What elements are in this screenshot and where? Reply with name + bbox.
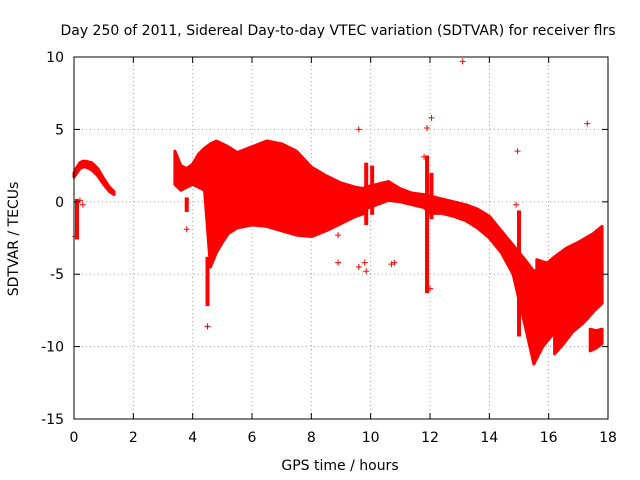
x-tick-label: 16 [540, 430, 558, 446]
data-point [424, 124, 431, 131]
data-point-band [72, 159, 116, 197]
axis-ticks: 0 2 4 6 8 10 12 14 16 18 -15 -10 -5 0 5 10 [41, 50, 617, 446]
data-point [335, 232, 342, 239]
y-tick-label: -5 [50, 267, 64, 283]
data-point-streak [364, 162, 369, 225]
x-tick-label: 10 [362, 430, 380, 446]
x-tick-label: 18 [599, 430, 617, 446]
data-point-band [588, 327, 604, 353]
y-tick-label: 10 [46, 50, 64, 66]
data-point [204, 323, 211, 330]
data-layer [72, 58, 604, 366]
plot-frame [73, 56, 609, 420]
y-tick-label: -10 [41, 340, 64, 356]
data-point [428, 114, 435, 121]
data-point-streak [517, 210, 521, 337]
x-tick-label: 12 [421, 430, 439, 446]
data-point [388, 261, 395, 268]
data-point-streak [429, 172, 434, 220]
x-tick-label: 4 [188, 430, 197, 446]
data-point [427, 285, 433, 292]
x-tick-label: 0 [70, 430, 79, 446]
x-tick-label: 8 [307, 430, 316, 446]
data-point [584, 120, 591, 127]
data-point [459, 58, 466, 65]
data-point [391, 259, 398, 266]
data-point-streak [205, 256, 210, 307]
data-point-streak [425, 155, 430, 294]
data-point [76, 197, 83, 204]
data-point-streak [184, 197, 189, 212]
data-point [361, 259, 368, 266]
data-point [183, 226, 190, 233]
y-tick-label: 5 [55, 122, 64, 138]
data-point-band [173, 139, 367, 269]
data-point [72, 233, 79, 240]
data-point [355, 263, 362, 270]
y-tick-label: -15 [41, 412, 64, 428]
data-point [79, 201, 86, 208]
data-point [335, 259, 342, 266]
data-point-streak [74, 198, 79, 240]
chart-title: Day 250 of 2011, Sidereal Day-to-day VTE… [60, 23, 615, 39]
grid-lines [74, 57, 608, 419]
data-point-streak [370, 165, 375, 215]
y-tick-label: 0 [55, 195, 64, 211]
data-point-band [553, 277, 604, 356]
data-point [355, 126, 362, 133]
x-tick-label: 14 [480, 430, 498, 446]
y-axis-label: SDTVAR / TECUs [6, 182, 22, 297]
data-point-streak [567, 259, 572, 311]
data-point [514, 148, 521, 155]
data-point [421, 153, 428, 160]
data-point [513, 201, 520, 208]
x-tick-label: 2 [129, 430, 138, 446]
x-tick-label: 6 [248, 430, 257, 446]
data-point [363, 268, 370, 275]
x-axis-label: GPS time / hours [281, 458, 398, 474]
